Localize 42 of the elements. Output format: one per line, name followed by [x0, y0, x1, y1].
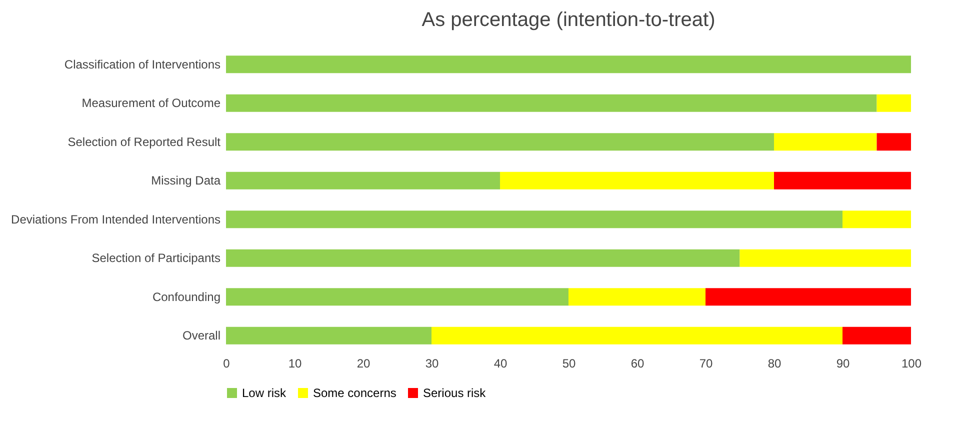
y-tick-label: Confounding [152, 290, 220, 304]
bar [226, 133, 774, 151]
y-tick-label: Measurement of Outcome [82, 96, 221, 110]
y-tick-label: Deviations From Intended Interventions [11, 212, 220, 226]
y-tick-label: Selection of Participants [92, 251, 220, 266]
bar [568, 288, 706, 306]
x-tick-label: 40 [494, 356, 508, 370]
y-tick-label: Missing Data [151, 174, 221, 188]
bar [226, 94, 877, 112]
x-tick-label: 0 [223, 356, 230, 370]
x-tick-label: 60 [630, 356, 644, 370]
x-tick-label: 10 [288, 356, 302, 370]
y-tick-label: Overall [182, 328, 220, 343]
bar [500, 172, 774, 190]
x-tick-label: 70 [699, 356, 713, 370]
x-tick-label: 30 [425, 356, 439, 370]
bar [432, 326, 842, 344]
bar [226, 210, 842, 228]
bar [226, 56, 911, 74]
bar [876, 94, 911, 112]
bar [226, 326, 432, 344]
bar [774, 172, 911, 190]
x-tick-label: 80 [768, 356, 782, 370]
legend-label: Serious risk [423, 386, 487, 400]
bar [842, 326, 911, 344]
x-tick-label: 20 [356, 356, 370, 370]
x-tick-label: 100 [901, 356, 922, 370]
x-tick-label: 90 [836, 356, 850, 370]
legend-label: Some concerns [313, 386, 396, 400]
bar [706, 288, 911, 306]
bar [226, 288, 568, 306]
y-tick-label: Classification of Interventions [64, 57, 220, 72]
bar [226, 249, 740, 267]
y-tick-label: Selection of Reported Result [68, 134, 222, 149]
bar [876, 133, 911, 151]
legend-label: Low risk [242, 386, 288, 400]
bar [774, 133, 877, 151]
x-tick-label: 50 [562, 356, 576, 370]
bar [740, 249, 911, 267]
bar [842, 210, 911, 228]
chart-title: As percentage (intention-to-treat) [422, 9, 716, 31]
bar [226, 172, 500, 190]
